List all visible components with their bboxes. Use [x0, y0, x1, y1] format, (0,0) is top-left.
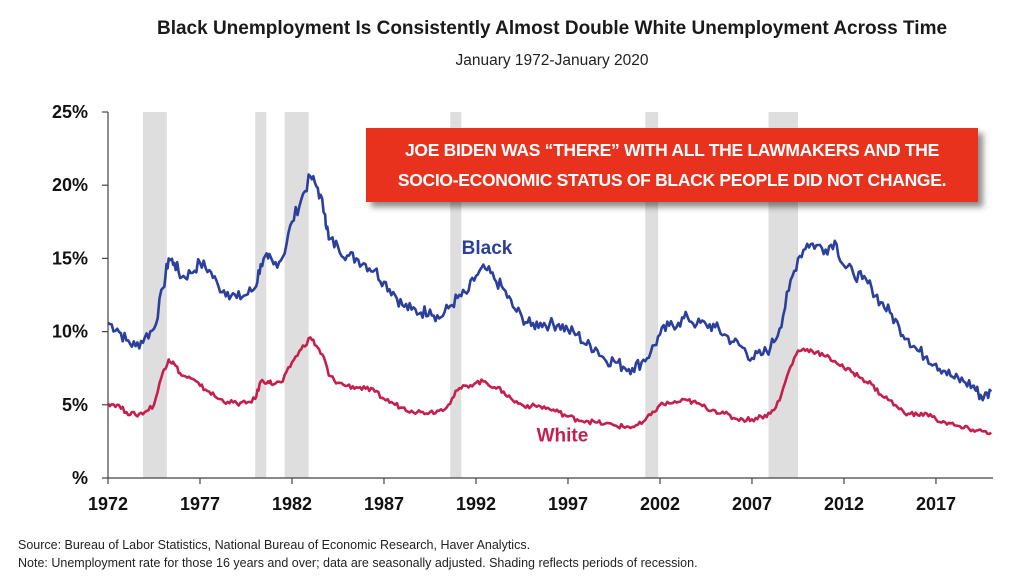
series-labels: Black White	[462, 238, 589, 446]
series-line-black	[107, 173, 993, 402]
y-tick-label: 20%	[52, 175, 88, 195]
callout-banner: JOE BIDEN WAS “THERE” WITH ALL THE LAWMA…	[366, 128, 978, 202]
series-line-white	[106, 336, 992, 436]
x-tick-label: 1987	[364, 494, 404, 514]
axis-ticks: % 5% 10% 15% 20% 25% 1972 1977 1982 1987 1992 1997 2…	[52, 102, 956, 514]
methodology-note: Note: Unemployment rate for those 16 yea…	[18, 556, 698, 570]
source-note: Source: Bureau of Labor Statistics, Nati…	[18, 538, 531, 552]
y-tick-label: %	[72, 468, 88, 488]
y-tick-label: 25%	[52, 102, 88, 122]
chart-subtitle: January 1972-January 2020	[455, 52, 649, 69]
series-label-black: Black	[462, 238, 513, 259]
callout-line-1: JOE BIDEN WAS “THERE” WITH ALL THE LAWMA…	[404, 140, 940, 160]
y-tick-label: 15%	[52, 248, 88, 268]
chart-title: Black Unemployment Is Consistently Almos…	[156, 18, 948, 39]
x-tick-label: 1997	[548, 494, 588, 514]
recession-band-1	[255, 112, 267, 478]
x-tick-label: 1977	[180, 494, 220, 514]
x-tick-label: 2012	[824, 494, 864, 514]
x-tick-label: 2017	[916, 494, 956, 514]
x-tick-label: 1982	[272, 494, 312, 514]
recession-band-2	[284, 112, 309, 478]
series-lines	[106, 173, 993, 436]
y-tick-label: 5%	[62, 395, 88, 415]
recession-band-4	[645, 112, 659, 478]
x-tick-label: 2002	[640, 494, 680, 514]
series-label-white: White	[537, 425, 589, 446]
x-tick-label: 1972	[88, 494, 128, 514]
x-tick-label: 2007	[732, 494, 772, 514]
y-tick-label: 10%	[52, 322, 88, 342]
recession-band-0	[142, 112, 167, 478]
callout-line-2: SOCIO-ECONOMIC STATUS OF BLACK PEOPLE DI…	[397, 170, 947, 190]
x-tick-label: 1992	[456, 494, 496, 514]
